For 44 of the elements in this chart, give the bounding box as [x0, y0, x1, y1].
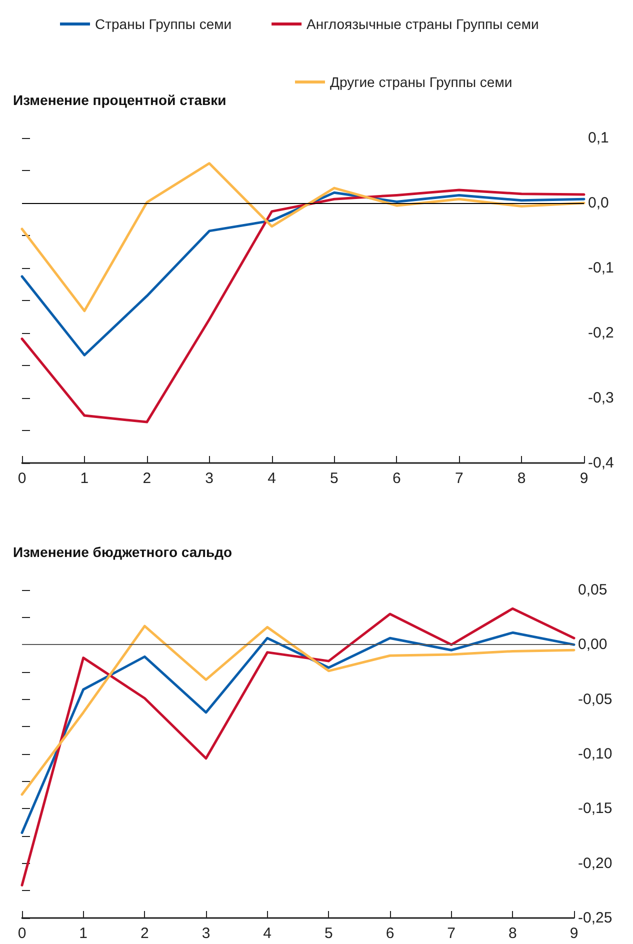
x-tick-label: 3: [202, 925, 210, 942]
x-tick-label: 9: [580, 470, 588, 487]
legend-label: Другие страны Группы семи: [330, 74, 512, 90]
x-tick-label: 7: [454, 470, 464, 487]
x-tick-label: 3: [205, 470, 214, 487]
line-series: [20, 162, 586, 312]
x-tick-label: 6: [392, 470, 401, 487]
x-tick-label: 0: [18, 470, 26, 487]
y-tick-label: -0,3: [588, 390, 614, 406]
x-tick-label: 6: [386, 925, 394, 942]
y-tick-label: -0,05: [578, 690, 612, 708]
y-tick-label: 0,1: [588, 130, 609, 146]
x-tick-label: 8: [517, 470, 526, 487]
line-series: [20, 188, 586, 424]
x-tick-label: 1: [79, 925, 88, 942]
y-tick-label: -0,1: [588, 260, 614, 276]
x-tick-label: 5: [330, 470, 338, 487]
y-tick-label: 0,00: [578, 636, 608, 654]
x-tick-label: 8: [508, 925, 517, 942]
y-tick-label: -0,10: [578, 746, 612, 762]
x-tick-label: 7: [447, 925, 456, 942]
x-tick-label: 0: [18, 925, 26, 942]
y-tick-label: -0,4: [588, 454, 614, 472]
line-series: [20, 624, 576, 796]
x-tick-label: 9: [570, 925, 578, 942]
line-series: [20, 607, 576, 886]
y-tick-label: -0,2: [588, 324, 614, 342]
legend-label: Англоязычные страны Группы семи: [306, 16, 539, 32]
x-tick-label: 2: [142, 470, 152, 487]
x-tick-label: 2: [140, 925, 149, 942]
line-series: [20, 631, 576, 834]
legend-label: Страны Группы семи: [95, 16, 232, 32]
x-tick-label: 5: [324, 925, 333, 942]
y-tick-label: 0,05: [578, 582, 608, 598]
x-tick-label: 4: [268, 470, 276, 487]
y-tick-label: -0,25: [578, 910, 612, 926]
chart-title: Изменение процентной ставки: [13, 92, 226, 108]
y-tick-label: 0,0: [588, 194, 609, 212]
chart-title: Изменение бюджетного сальдо: [13, 544, 232, 560]
y-tick-label: -0,20: [578, 854, 612, 872]
x-tick-label: 4: [263, 925, 272, 942]
line-series: [20, 191, 586, 356]
y-tick-label: -0,15: [578, 800, 612, 818]
x-tick-label: 1: [80, 470, 89, 487]
